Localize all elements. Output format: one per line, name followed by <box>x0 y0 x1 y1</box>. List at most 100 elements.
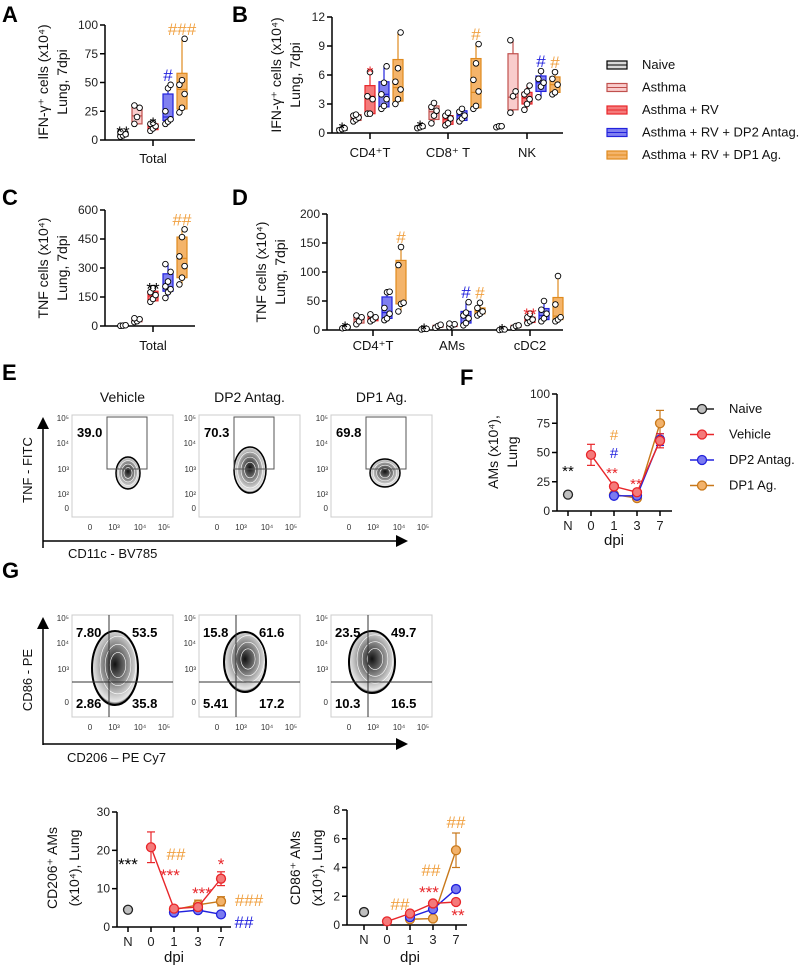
box-asthma-rv-dp2-antag- <box>381 288 393 324</box>
data-point <box>167 268 174 276</box>
y-tick-label: 30 <box>97 805 111 819</box>
flow-x-tick-label: 10³ <box>108 723 120 732</box>
quadrant-ur-percentage: 53.5 <box>132 625 157 640</box>
y-tick-label: 100 <box>78 18 98 32</box>
significance-annotation: *** <box>419 883 439 902</box>
data-point <box>554 81 561 88</box>
y-tick-label: 20 <box>97 843 111 857</box>
legend-label: DP2 Antag. <box>729 452 795 467</box>
flow-y-tick-label: 0 <box>324 698 329 707</box>
x-category-label: AMs <box>439 338 466 353</box>
quadrant-ll-percentage: 2.86 <box>76 696 101 711</box>
legend-item: Naive <box>606 57 675 72</box>
y-tick-label: 3 <box>318 97 325 111</box>
y-tick-label: 150 <box>300 236 320 250</box>
box-asthma-rv <box>147 119 159 135</box>
data-point <box>529 316 536 323</box>
box-naive <box>117 321 129 330</box>
flow-plot-E-2: DP2 Antag. 70.3 <box>198 389 301 518</box>
data-point <box>378 91 385 98</box>
flow-y-axis-label: CD86 - PE <box>20 649 35 711</box>
data-point <box>181 226 188 233</box>
box-asthma-rv <box>524 310 536 327</box>
data-point <box>509 93 517 100</box>
x-category-label: Total <box>139 151 167 166</box>
data-point <box>538 306 545 313</box>
y-tick-label: 75 <box>85 47 99 61</box>
flow-x-axis-label: CD206 – PE Cy7 <box>67 750 166 765</box>
data-point <box>381 916 393 927</box>
box-asthma-rv <box>364 68 376 117</box>
box-naive <box>493 122 505 131</box>
data-point <box>419 122 426 130</box>
y-axis-label: IFN-γ⁺ cells (x10⁴) <box>268 17 284 132</box>
legend-item: Asthma + RV + DP2 Antag. <box>606 125 799 140</box>
significance-annotation: ## <box>173 210 192 229</box>
x-axis-label: dpi <box>164 949 184 966</box>
chart-C-axes: 0 150 300 450 600 TNF cells (x10⁴) Lung, 7dpi <box>35 203 195 333</box>
data-point <box>430 112 438 119</box>
x-tick-label: 1 <box>610 518 617 533</box>
flow-x-tick-label: 10⁴ <box>261 723 274 732</box>
flow-y-tick-label: 0 <box>192 698 197 707</box>
data-point <box>122 130 129 138</box>
x-tick-label: 0 <box>587 518 594 533</box>
panel-letter-C: C <box>2 185 18 210</box>
data-point <box>447 115 454 122</box>
box-asthma <box>507 36 519 116</box>
flow-y-tick-label: 10⁵ <box>57 414 69 423</box>
y-axis-label: Lung, 7dpi <box>287 42 303 107</box>
data-point <box>369 95 376 103</box>
y-axis-label: CD86⁺ AMs <box>287 831 303 905</box>
data-point <box>427 913 439 924</box>
significance-annotation: * <box>218 855 225 874</box>
box-asthma-rv-dp1-ag- <box>395 243 407 315</box>
flow-y-tick-label: 0 <box>65 698 70 707</box>
quadrant-lr-percentage: 35.8 <box>132 696 157 711</box>
contour-density <box>115 456 141 490</box>
flow-y-tick-label: 10³ <box>316 465 328 474</box>
legend-label: Naive <box>729 401 762 416</box>
data-point <box>523 88 531 95</box>
contour-density <box>91 630 139 706</box>
data-point <box>397 86 404 93</box>
contour-line <box>120 463 136 483</box>
contour-line <box>240 648 256 670</box>
y-axis-label: IFN-γ⁺ cells (x10⁴) <box>35 24 51 139</box>
data-point <box>427 898 439 909</box>
chart-A-axes: 0 25 50 75 100 IFN-γ⁺ cells (x10⁴) Lung, 7dpi <box>35 18 195 147</box>
series-line <box>386 901 457 923</box>
data-point <box>608 490 620 501</box>
legend-item: Asthma <box>606 80 687 95</box>
quadrant-ll-percentage: 10.3 <box>335 696 360 711</box>
x-tick-label: N <box>123 934 132 949</box>
data-point <box>458 105 466 113</box>
data-point <box>162 283 169 290</box>
data-point <box>341 124 348 132</box>
legend-item: Asthma + RV <box>606 102 719 117</box>
data-point <box>162 107 169 115</box>
data-point <box>433 107 440 115</box>
data-point <box>444 109 452 116</box>
data-point <box>386 288 393 295</box>
line-legend-item: Vehicle <box>690 427 771 442</box>
flow-y-tick-label: 10³ <box>57 665 69 674</box>
data-point <box>164 278 172 285</box>
y-tick-label: 10 <box>97 882 111 896</box>
contour-line <box>361 641 389 677</box>
flow-x-tick-label: 10³ <box>108 523 120 532</box>
data-point <box>450 896 462 908</box>
flow-x-tick-label: 10³ <box>235 723 247 732</box>
box-asthma-rv-dp1-ag- <box>392 29 404 108</box>
data-point <box>654 418 666 429</box>
data-point <box>397 29 404 36</box>
data-point <box>537 67 545 75</box>
series-vehicle <box>381 896 462 927</box>
flow-x-tick-label: 10³ <box>235 523 247 532</box>
quadrant-ll-percentage: 5.41 <box>203 696 228 711</box>
data-point <box>631 487 643 498</box>
gate <box>365 416 407 470</box>
box-naive <box>414 122 426 132</box>
panel-letter-F: F <box>460 365 473 390</box>
